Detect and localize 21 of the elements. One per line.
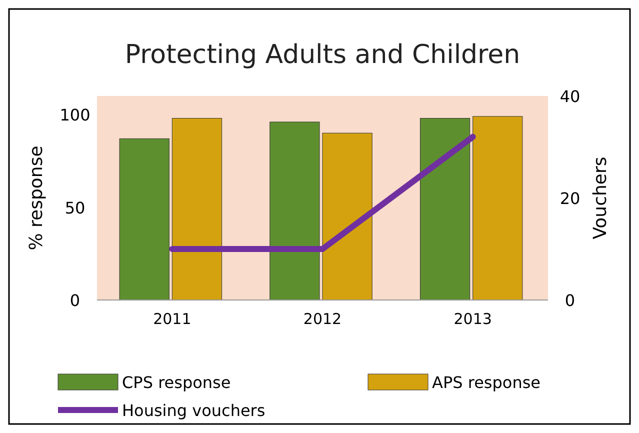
y-tick-label: 0 bbox=[70, 291, 80, 310]
y2-axis-title: Vouchers bbox=[590, 156, 611, 240]
y-axis-title: % response bbox=[26, 146, 47, 250]
bar bbox=[472, 116, 523, 300]
y2-tick-label: 0 bbox=[564, 291, 576, 310]
bar bbox=[119, 138, 170, 300]
legend-label: APS response bbox=[432, 373, 541, 392]
chart-title: Protecting Adults and Children bbox=[124, 40, 520, 70]
x-tick-label: 2012 bbox=[303, 310, 342, 328]
x-tick-label: 2011 bbox=[153, 310, 192, 328]
bar bbox=[420, 118, 470, 300]
bar bbox=[172, 118, 222, 300]
legend-label: Housing vouchers bbox=[122, 401, 266, 420]
y-tick-label: 100 bbox=[60, 106, 90, 125]
y2-tick-label: 40 bbox=[560, 87, 580, 106]
y-tick-label: 50 bbox=[64, 198, 86, 218]
y2-tick-label: 20 bbox=[560, 189, 580, 208]
bar bbox=[322, 132, 372, 300]
bar bbox=[270, 122, 320, 300]
legend-label: CPS response bbox=[122, 373, 231, 392]
x-tick-label: 2013 bbox=[454, 310, 492, 328]
